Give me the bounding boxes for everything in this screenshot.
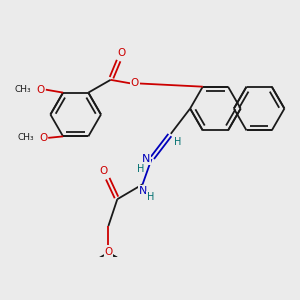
Text: H: H bbox=[136, 164, 144, 174]
Text: O: O bbox=[100, 166, 108, 176]
Text: N: N bbox=[142, 154, 150, 164]
Text: O: O bbox=[131, 78, 139, 88]
Text: O: O bbox=[39, 133, 47, 143]
Text: CH₃: CH₃ bbox=[15, 85, 31, 94]
Text: H: H bbox=[174, 137, 181, 147]
Text: O: O bbox=[104, 247, 112, 257]
Text: CH₃: CH₃ bbox=[17, 134, 34, 142]
Text: H: H bbox=[147, 192, 154, 202]
Text: O: O bbox=[118, 48, 126, 58]
Text: N: N bbox=[138, 186, 147, 196]
Text: O: O bbox=[37, 85, 45, 95]
